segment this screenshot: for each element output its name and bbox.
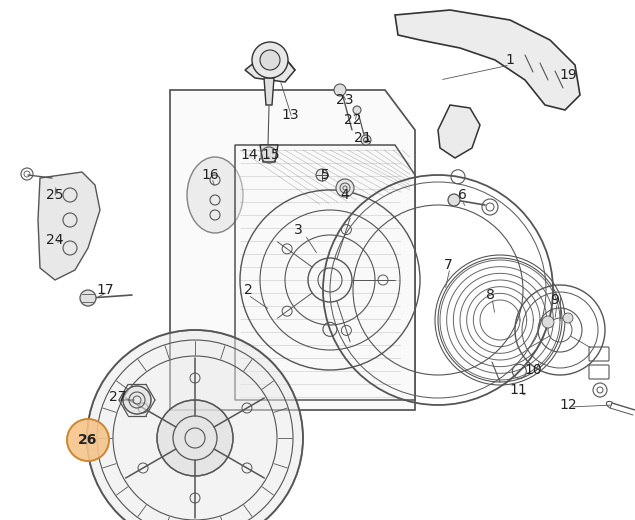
Text: 4: 4 [340,188,349,202]
Circle shape [353,106,361,114]
Circle shape [80,290,96,306]
Text: 24: 24 [46,233,64,247]
Text: 7: 7 [444,258,452,272]
Circle shape [361,135,371,145]
Circle shape [316,169,328,181]
Text: 25: 25 [46,188,64,202]
Ellipse shape [187,157,243,233]
Text: 2: 2 [244,283,252,297]
Text: 16: 16 [201,168,219,182]
Polygon shape [245,58,295,82]
Text: 3: 3 [293,223,302,237]
Polygon shape [170,90,415,410]
Text: 19: 19 [559,68,577,82]
Circle shape [67,419,109,461]
Polygon shape [38,172,100,280]
Text: 9: 9 [551,293,559,307]
Text: 6: 6 [458,188,467,202]
Circle shape [336,179,354,197]
Text: 10: 10 [524,363,542,377]
Text: 1: 1 [505,53,514,67]
Circle shape [448,194,460,206]
Text: 21: 21 [354,131,372,145]
Text: 17: 17 [96,283,114,297]
Text: 22: 22 [344,113,362,127]
Text: 12: 12 [559,398,577,412]
Text: 13: 13 [281,108,299,122]
Circle shape [340,183,350,193]
Circle shape [563,313,573,323]
Circle shape [157,400,233,476]
Polygon shape [264,78,274,105]
Text: 27: 27 [109,390,127,404]
Text: 23: 23 [337,93,354,107]
Circle shape [260,50,280,70]
Text: 14,15: 14,15 [240,148,280,162]
Circle shape [542,316,554,328]
Circle shape [87,330,303,520]
Text: 8: 8 [486,288,495,302]
Text: 5: 5 [321,168,330,182]
Polygon shape [395,10,580,110]
Polygon shape [260,145,278,162]
Circle shape [252,42,288,78]
Polygon shape [235,145,415,400]
Polygon shape [438,105,480,158]
Text: 11: 11 [509,383,527,397]
Circle shape [334,84,346,96]
Circle shape [123,386,151,414]
Text: 26: 26 [78,433,98,447]
